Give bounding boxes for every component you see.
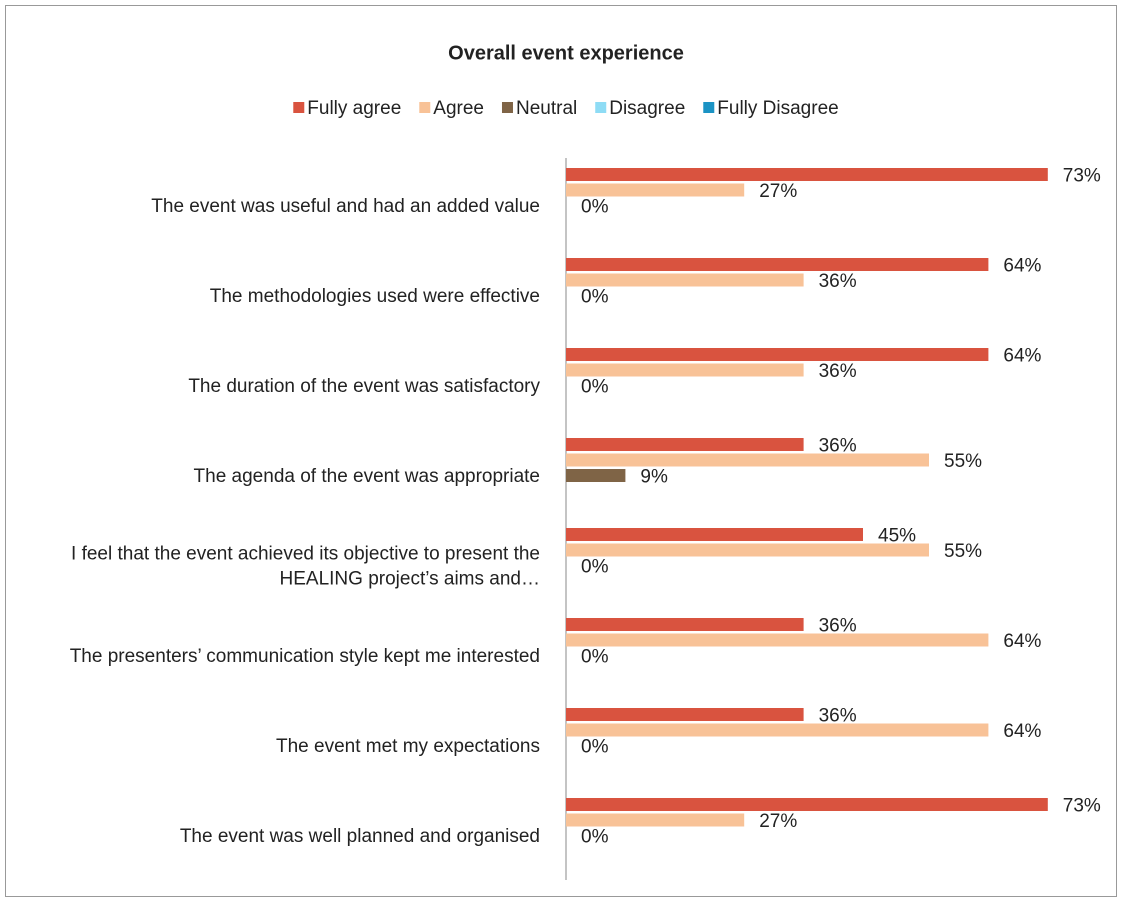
chart-title: Overall event experience	[448, 42, 684, 64]
bar	[566, 618, 804, 631]
legend-label: Neutral	[516, 98, 577, 119]
data-label: 0%	[581, 197, 609, 218]
bar	[566, 528, 863, 541]
bar	[566, 348, 989, 361]
data-label: 73%	[1063, 796, 1101, 817]
category-label: The agenda of the event was appropriate	[194, 466, 540, 487]
data-label: 0%	[581, 737, 609, 758]
data-label: 45%	[878, 526, 916, 547]
chart-border	[5, 5, 1117, 897]
legend-swatch	[703, 102, 715, 113]
category-label: The event met my expectations	[276, 736, 540, 757]
bar	[566, 453, 929, 467]
legend-label: Disagree	[609, 98, 685, 119]
legend-swatch	[419, 102, 431, 113]
legend-swatch	[293, 102, 305, 113]
bar	[566, 273, 804, 287]
bar	[566, 363, 804, 377]
bar	[566, 469, 626, 482]
bar	[566, 258, 989, 271]
category-label: The event was useful and had an added va…	[151, 196, 540, 217]
data-label: 64%	[1003, 256, 1041, 277]
data-label: 0%	[581, 287, 609, 308]
category-label: The methodologies used were effective	[210, 286, 540, 307]
data-label: 36%	[819, 436, 857, 457]
category-label: The presenters’ communication style kept…	[70, 646, 540, 667]
bar	[566, 183, 745, 197]
data-label: 36%	[819, 361, 857, 382]
data-label: 64%	[1003, 346, 1041, 367]
legend-swatch	[595, 102, 607, 113]
data-label: 73%	[1063, 166, 1101, 187]
data-label: 36%	[819, 271, 857, 292]
legend-swatch	[501, 102, 513, 113]
bar	[566, 168, 1048, 181]
legend-label: Agree	[433, 98, 484, 119]
data-label: 9%	[640, 467, 668, 488]
legend-label: Fully agree	[307, 98, 401, 119]
data-label: 55%	[944, 541, 982, 562]
bar	[566, 543, 929, 557]
bar	[566, 813, 745, 827]
data-label: 27%	[759, 811, 797, 832]
category-label: The event was well planned and organised	[180, 826, 540, 847]
data-label: 36%	[819, 616, 857, 637]
bar	[566, 798, 1048, 811]
category-label: The duration of the event was satisfacto…	[188, 376, 540, 397]
data-label: 36%	[819, 706, 857, 727]
bar	[566, 723, 989, 737]
legend-label: Fully Disagree	[717, 98, 838, 119]
bar	[566, 438, 804, 451]
data-label: 0%	[581, 377, 609, 398]
data-label: 64%	[1003, 721, 1041, 742]
bar	[566, 633, 989, 647]
data-label: 64%	[1003, 631, 1041, 652]
category-label: I feel that the event achieved its objec…	[71, 544, 540, 590]
data-label: 55%	[944, 451, 982, 472]
data-label: 0%	[581, 557, 609, 578]
data-label: 0%	[581, 827, 609, 848]
bar	[566, 708, 804, 721]
data-label: 0%	[581, 647, 609, 668]
data-label: 27%	[759, 181, 797, 202]
